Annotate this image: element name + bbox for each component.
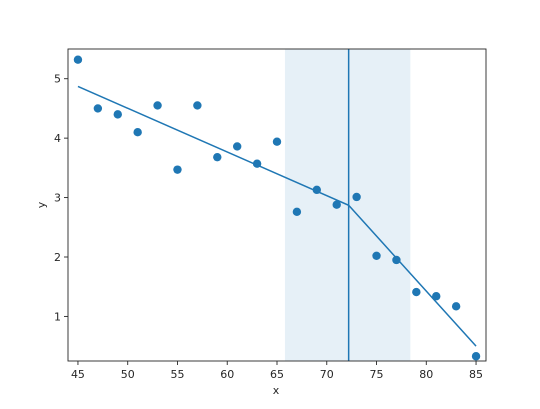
data-point [93,104,103,113]
data-point [213,152,222,162]
data-point [113,110,122,119]
fit-line [77,85,477,347]
x-axis-label: x [273,384,280,397]
data-point [133,128,142,137]
x-tick-label: 75 [370,368,384,381]
data-point [272,137,282,146]
data-point [392,255,401,265]
data-point [372,251,381,261]
data-point [312,185,322,195]
data-point [73,55,83,64]
plot-frame [67,48,487,362]
data-point [193,101,202,110]
x-tick-label: 45 [71,368,85,381]
x-tick-label: 55 [170,368,184,381]
data-point [332,200,341,209]
x-tick-label: 60 [220,368,234,381]
y-tick-label: 1 [54,310,61,323]
data-point [471,352,481,361]
data-point [412,287,421,297]
x-tick-label: 80 [419,368,433,381]
marks-layer [73,49,481,361]
data-point [232,142,242,151]
y-tick-label: 4 [54,132,61,145]
y-tick-label: 2 [54,251,61,264]
data-point [153,101,162,110]
y-axis-label: y [35,201,48,208]
data-point [451,302,461,311]
data-point [292,207,302,217]
y-tick-label: 5 [54,73,61,86]
x-tick-label: 85 [469,368,483,381]
data-point [173,165,182,174]
data-point [252,159,262,168]
data-point [352,192,361,202]
x-tick-label: 70 [320,368,334,381]
x-tick-label: 50 [121,368,135,381]
y-tick-label: 3 [54,192,61,205]
x-tick-label: 65 [270,368,284,381]
data-point [432,292,441,301]
